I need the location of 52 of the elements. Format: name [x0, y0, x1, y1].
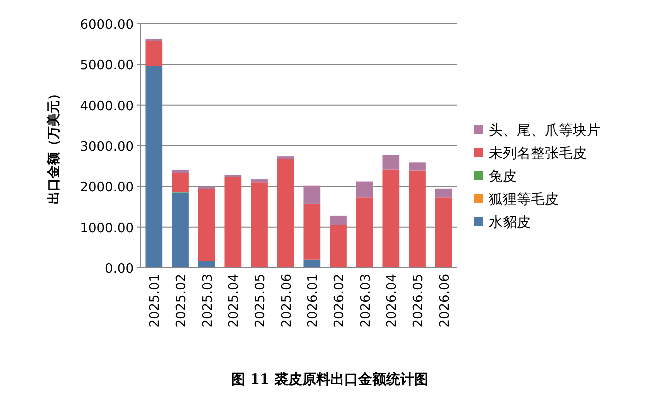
bar [382, 170, 400, 268]
x-tick-label: 2025.05 [254, 274, 268, 328]
bar [146, 66, 163, 268]
y-axis-title: 出口金额（万美元） [46, 88, 62, 204]
bar [356, 198, 374, 268]
y-tick-label: 2000.00 [80, 180, 134, 196]
bar [304, 260, 321, 268]
bar [277, 156, 294, 160]
bar [382, 155, 400, 170]
bar [277, 159, 294, 268]
x-tick-label: 2026.05 [412, 274, 426, 328]
bar [198, 261, 216, 268]
bar [304, 186, 321, 204]
bar [330, 216, 347, 226]
bar [251, 180, 268, 183]
legend-label: 头、尾、爪等块片 [489, 123, 601, 139]
legend-label: 水貂皮 [489, 215, 531, 231]
legend-label: 兔皮 [489, 169, 517, 185]
x-tick-label: 2025.03 [200, 274, 216, 328]
bar [409, 170, 426, 268]
x-tick-label: 2026.02 [332, 274, 348, 328]
bar [172, 192, 189, 268]
y-tick-label: 5000.00 [80, 58, 134, 74]
bar [198, 189, 216, 262]
x-tick-label: 2026.03 [358, 274, 374, 328]
bar [251, 182, 268, 268]
bar [356, 182, 374, 198]
bar [172, 173, 189, 192]
bar [330, 225, 347, 268]
legend-label: 未列名整张毛皮 [489, 146, 587, 162]
x-tick-label: 2025.04 [227, 274, 242, 328]
y-tick-label: 0.00 [105, 262, 134, 277]
x-tick-label: 2026.04 [385, 274, 400, 328]
bar [435, 188, 452, 198]
y-tick-label: 1000.00 [80, 221, 134, 236]
x-tick-label: 2025.02 [174, 274, 190, 328]
x-tick-label: 2026.06 [438, 274, 453, 328]
bar [224, 177, 242, 268]
bar [409, 162, 426, 171]
y-tick-label: 3000.00 [80, 140, 134, 155]
x-tick-label: 2026.01 [306, 274, 322, 328]
x-tick-label: 2025.06 [280, 274, 295, 328]
bar [435, 198, 452, 268]
text: 图 11 裘皮原料出口金额统计图 [231, 371, 429, 388]
bar [198, 186, 216, 190]
y-tick-label: 4000.00 [80, 99, 134, 114]
bar [146, 41, 163, 66]
legend-label: 狐狸等毛皮 [489, 192, 559, 208]
bar [304, 204, 321, 260]
bar [172, 170, 189, 174]
x-tick-label: 2025.01 [148, 274, 164, 328]
y-tick-label: 6000.00 [80, 18, 134, 33]
